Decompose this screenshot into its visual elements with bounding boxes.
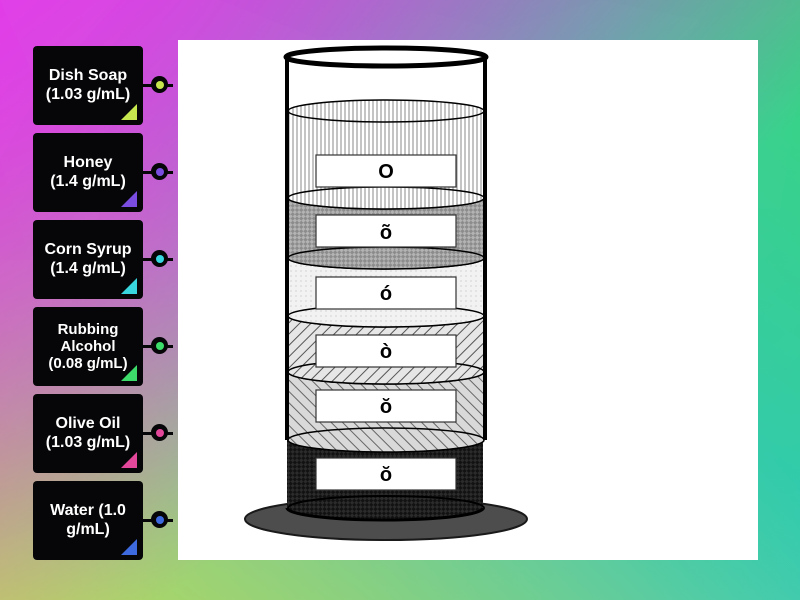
svg-text:O: O bbox=[378, 161, 394, 183]
svg-text:õ: õ bbox=[380, 222, 392, 244]
svg-text:ó: ó bbox=[380, 283, 392, 305]
svg-text:ŏ: ŏ bbox=[380, 464, 392, 486]
svg-text:ò: ò bbox=[380, 341, 392, 363]
svg-text:ŏ: ŏ bbox=[380, 396, 392, 418]
